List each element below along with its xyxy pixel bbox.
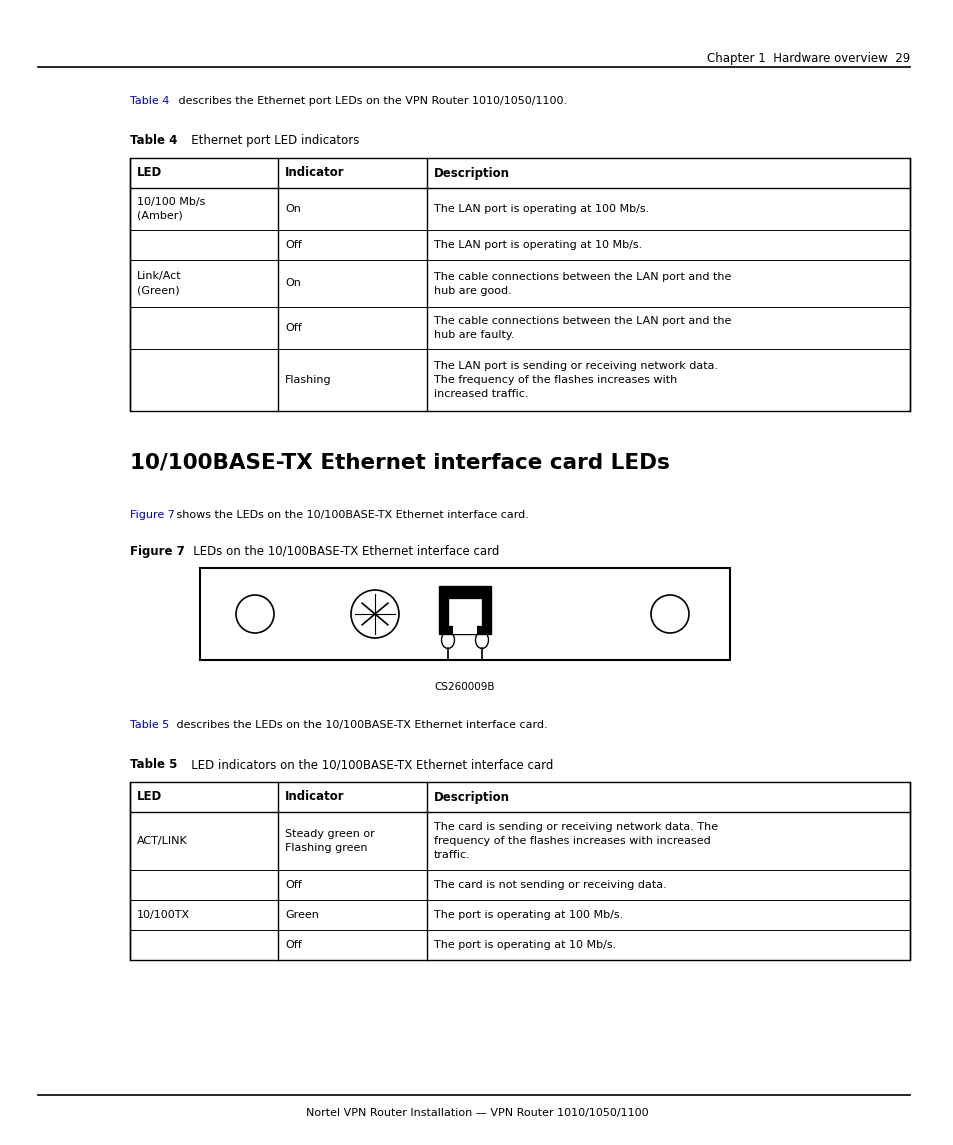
Text: Table 4: Table 4 xyxy=(130,134,177,147)
Text: Description: Description xyxy=(434,790,510,804)
Text: Table 4: Table 4 xyxy=(130,96,170,106)
Text: LED: LED xyxy=(137,166,162,180)
Text: Flashing: Flashing xyxy=(285,376,332,385)
Text: Link/Act
(Green): Link/Act (Green) xyxy=(137,271,181,295)
Bar xyxy=(438,586,491,634)
Text: LED indicators on the 10/100BASE-TX Ethernet interface card: LED indicators on the 10/100BASE-TX Ethe… xyxy=(180,758,553,771)
Text: The LAN port is sending or receiving network data.
The frequency of the flashes : The LAN port is sending or receiving net… xyxy=(434,361,718,398)
Text: On: On xyxy=(285,204,300,214)
Text: 10/100BASE-TX Ethernet interface card LEDs: 10/100BASE-TX Ethernet interface card LE… xyxy=(130,452,669,472)
Text: describes the LEDs on the 10/100BASE-TX Ethernet interface card.: describes the LEDs on the 10/100BASE-TX … xyxy=(172,720,547,731)
Text: Table 5: Table 5 xyxy=(130,758,177,771)
Text: Off: Off xyxy=(285,881,301,890)
Text: CS260009B: CS260009B xyxy=(435,682,495,692)
Text: The cable connections between the LAN port and the
hub are faulty.: The cable connections between the LAN po… xyxy=(434,316,731,340)
Text: shows the LEDs on the 10/100BASE-TX Ethernet interface card.: shows the LEDs on the 10/100BASE-TX Ethe… xyxy=(172,510,528,520)
Text: Description: Description xyxy=(434,166,510,180)
Text: ACT/LINK: ACT/LINK xyxy=(137,836,188,846)
Text: The LAN port is operating at 100 Mb/s.: The LAN port is operating at 100 Mb/s. xyxy=(434,204,649,214)
Text: Steady green or
Flashing green: Steady green or Flashing green xyxy=(285,829,375,853)
Text: Off: Off xyxy=(285,323,301,333)
Text: Figure 7: Figure 7 xyxy=(130,545,185,558)
Text: The cable connections between the LAN port and the
hub are good.: The cable connections between the LAN po… xyxy=(434,271,731,295)
Text: The port is operating at 100 Mb/s.: The port is operating at 100 Mb/s. xyxy=(434,910,622,919)
Bar xyxy=(130,782,909,960)
Text: Figure 7: Figure 7 xyxy=(130,510,174,520)
Bar xyxy=(200,568,729,660)
Text: Green: Green xyxy=(285,910,318,919)
Text: LEDs on the 10/100BASE-TX Ethernet interface card: LEDs on the 10/100BASE-TX Ethernet inter… xyxy=(182,545,498,558)
Text: Nortel VPN Router Installation — VPN Router 1010/1050/1100: Nortel VPN Router Installation — VPN Rou… xyxy=(305,1108,648,1118)
Text: Indicator: Indicator xyxy=(285,166,344,180)
Text: Ethernet port LED indicators: Ethernet port LED indicators xyxy=(180,134,359,147)
Text: Chapter 1  Hardware overview  29: Chapter 1 Hardware overview 29 xyxy=(706,52,909,65)
Text: The port is operating at 10 Mb/s.: The port is operating at 10 Mb/s. xyxy=(434,940,616,950)
Bar xyxy=(130,158,909,411)
Text: Off: Off xyxy=(285,940,301,950)
Text: Off: Off xyxy=(285,240,301,250)
Text: The card is sending or receiving network data. The
frequency of the flashes incr: The card is sending or receiving network… xyxy=(434,822,718,860)
Bar xyxy=(449,599,480,625)
Bar xyxy=(453,622,476,634)
Text: Table 5: Table 5 xyxy=(130,720,169,731)
Text: 10/100 Mb/s
(Amber): 10/100 Mb/s (Amber) xyxy=(137,197,205,221)
Text: LED: LED xyxy=(137,790,162,804)
Text: On: On xyxy=(285,278,300,289)
Text: Indicator: Indicator xyxy=(285,790,344,804)
Text: 10/100TX: 10/100TX xyxy=(137,910,190,919)
Text: The card is not sending or receiving data.: The card is not sending or receiving dat… xyxy=(434,881,666,890)
Text: describes the Ethernet port LEDs on the VPN Router 1010/1050/1100.: describes the Ethernet port LEDs on the … xyxy=(174,96,566,106)
Text: The LAN port is operating at 10 Mb/s.: The LAN port is operating at 10 Mb/s. xyxy=(434,240,641,250)
